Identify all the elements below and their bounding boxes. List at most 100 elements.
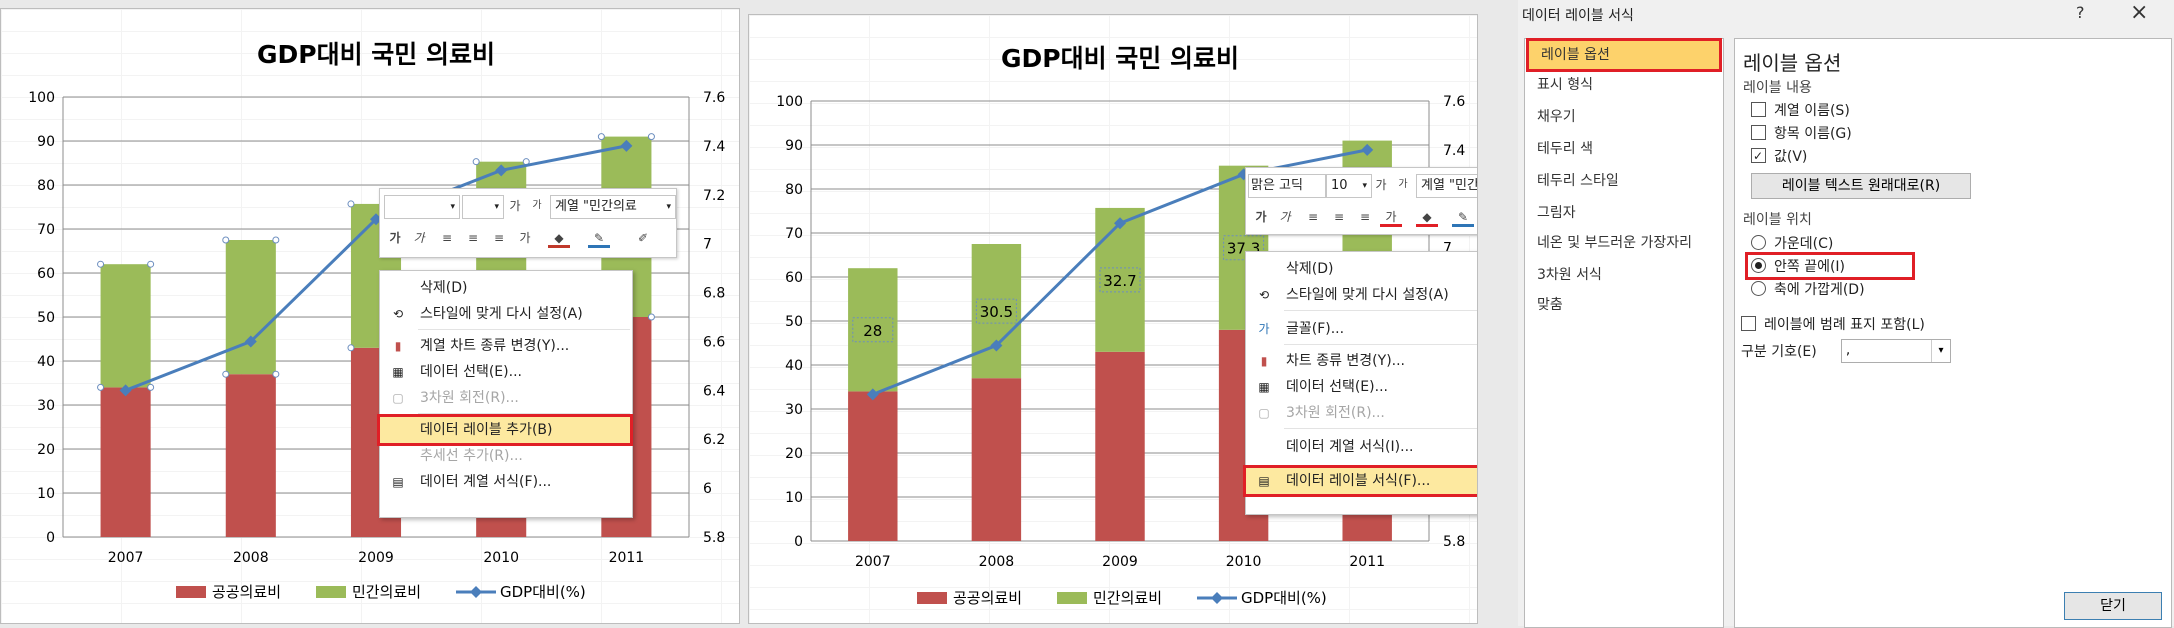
y2-tick-label: 7 (703, 237, 712, 253)
checkbox-category-name[interactable]: 항목 이름(G) (1751, 124, 1852, 144)
align-right-icon-2[interactable]: ≡ (1359, 210, 1371, 224)
nav-shadow[interactable]: 그림자 (1537, 205, 1576, 221)
menu2-format-data-labels[interactable]: ▤ 데이터 레이블 서식(F)... (1246, 468, 1477, 494)
y-tick-label: 20 (37, 442, 55, 458)
reset-style-icon-2: ⟲ (1258, 288, 1270, 302)
font-size-field-2[interactable]: 10 ▾ (1326, 174, 1372, 198)
menu-add-data-labels[interactable]: 데이터 레이블 추가(B) (380, 417, 632, 443)
gdp-marker (1114, 217, 1126, 230)
y-tick-label: 50 (37, 310, 55, 326)
mini-toolbar-2: 맑은 고딕 10▾ 가 가 계열 "민간의 가 가 ≡ ≡ ≡ 가 ◆ ✎ (1245, 167, 1477, 235)
align-center-icon-2[interactable]: ≡ (1333, 210, 1345, 224)
select-data-icon-2: ▦ (1258, 380, 1270, 394)
nav-label-options[interactable]: 레이블 옵션 (1529, 41, 1719, 69)
y-tick-label: 30 (37, 398, 55, 414)
nav-glow[interactable]: 네온 및 부드러운 가장자리 (1537, 235, 1693, 251)
close-button[interactable]: 닫기 (2064, 592, 2162, 620)
data-label: 32.7 (1103, 272, 1136, 290)
x-tick-label: 2010 (1226, 554, 1262, 570)
line-color-icon[interactable]: ✎ (588, 227, 610, 248)
data-label-box (1099, 267, 1141, 293)
checkbox-series-name[interactable]: 계열 이름(S) (1751, 101, 1850, 121)
bar-public-2007 (100, 387, 151, 537)
font-name-field[interactable]: ▾ (384, 195, 460, 219)
separator-select[interactable]: , ▾ (1841, 339, 1951, 363)
chart-type-icon-2: ▮ (1260, 354, 1268, 368)
shrink-font-icon-2[interactable]: 가 (1398, 179, 1408, 190)
menu-select-data[interactable]: ▦ 데이터 선택(E)... (380, 359, 632, 385)
legend-private-swatch (1057, 592, 1087, 604)
gdp-marker (620, 139, 633, 152)
menu2-font[interactable]: 가 글꼴(F)... (1246, 316, 1477, 342)
radio-center[interactable]: 가운데(C) (1751, 234, 1833, 254)
series-select[interactable]: 계열 "민간의료 ▾ (550, 195, 676, 219)
menu2-3d-rotation[interactable]: ▢ 3차원 회전(R)... (1246, 400, 1477, 426)
italic-icon[interactable]: 가 (413, 231, 425, 245)
bar-public-2007 (848, 391, 898, 541)
bold-icon[interactable]: 가 (389, 231, 401, 245)
nav-3d-format[interactable]: 3차원 서식 (1537, 267, 1602, 283)
align-left-icon-2[interactable]: ≡ (1307, 210, 1319, 224)
font-color-icon[interactable]: 가 (519, 231, 531, 245)
menu-change-chart-type[interactable]: ▮ 계열 차트 종류 변경(Y)... (380, 333, 632, 359)
bold-icon-2[interactable]: 가 (1255, 210, 1267, 224)
grow-font-icon[interactable]: 가 (509, 199, 521, 213)
nav-alignment[interactable]: 맞춤 (1537, 297, 1563, 313)
radio-inside-base[interactable]: 축에 가깝게(D) (1751, 280, 1865, 300)
menu-reset-style[interactable]: ⟲ 스타일에 맞게 다시 설정(A) (380, 301, 632, 327)
y-tick-label: 40 (785, 358, 803, 374)
font-size-field[interactable]: ▾ (462, 195, 504, 219)
selection-handle (97, 260, 105, 268)
selection-handle (347, 200, 355, 208)
bar-private-2009 (1095, 207, 1145, 352)
highlight-box-add-labels (377, 414, 633, 446)
bar-private-2008 (225, 240, 276, 375)
nav-border-style[interactable]: 테두리 스타일 (1537, 173, 1619, 189)
radio-inside-end[interactable]: 안쪽 끝에(I) (1751, 257, 1845, 277)
series-select-2[interactable]: 계열 "민간의 (1416, 174, 1477, 198)
reset-label-text-button[interactable]: 레이블 텍스트 원래대로(R) (1751, 173, 1971, 199)
fill-color-icon[interactable]: ◆ (548, 227, 570, 248)
y2-tick-label: 5.8 (703, 530, 725, 546)
legend-private-swatch (316, 586, 346, 598)
menu-format-series[interactable]: ▤ 데이터 계열 서식(F)... (380, 469, 632, 495)
shrink-font-icon[interactable]: 가 (532, 200, 542, 211)
bar-public-2008 (225, 374, 276, 537)
selection-handle (222, 236, 230, 244)
menu-add-trendline[interactable]: 추세선 추가(R)... (420, 448, 523, 464)
checkbox-legend-key[interactable]: 레이블에 범례 표지 포함(L) (1741, 315, 1925, 335)
menu2-delete[interactable]: 삭제(D) (1286, 261, 1334, 277)
nav-border-color[interactable]: 테두리 색 (1537, 141, 1593, 157)
menu2-reset-style[interactable]: ⟲ 스타일에 맞게 다시 설정(A) (1246, 282, 1477, 308)
y-tick-label: 60 (785, 270, 803, 286)
nav-fill[interactable]: 채우기 (1537, 109, 1576, 125)
checkbox-value[interactable]: ✓ 값(V) (1751, 148, 1808, 165)
gdp-marker (495, 164, 508, 177)
align-center-icon[interactable]: ≡ (467, 231, 479, 245)
options-panel: 레이블 옵션 레이블 내용 계열 이름(S) 항목 이름(G) ✓ 값(V) 레이… (1734, 38, 2172, 628)
selection-handle (472, 158, 480, 166)
bar-public-2008 (971, 378, 1022, 541)
align-left-icon[interactable]: ≡ (441, 231, 453, 245)
menu2-change-chart-type[interactable]: ▮ 차트 종류 변경(Y)... (1246, 348, 1477, 374)
help-icon[interactable]: ? (2076, 3, 2085, 22)
line-color-icon-2[interactable]: ✎ (1452, 206, 1474, 227)
y2-tick-label: 7.2 (703, 188, 725, 204)
italic-icon-2[interactable]: 가 (1279, 210, 1291, 224)
align-right-icon[interactable]: ≡ (493, 231, 505, 245)
font-color-icon-2[interactable]: 가 (1380, 206, 1402, 227)
menu-3d-rotation[interactable]: ▢ 3차원 회전(R)... (380, 385, 632, 411)
grow-font-icon-2[interactable]: 가 (1375, 178, 1387, 192)
menu-delete[interactable]: 삭제(D) (420, 280, 468, 296)
select-data-icon: ▦ (392, 365, 404, 379)
nav-number[interactable]: 표시 형식 (1537, 77, 1593, 93)
menu2-select-data[interactable]: ▦ 데이터 선택(E)... (1246, 374, 1477, 400)
fill-color-icon-2[interactable]: ◆ (1416, 206, 1438, 227)
chevron-down-icon: ▾ (1931, 340, 1950, 362)
bar-private-2007 (848, 268, 898, 392)
font-name-field-2[interactable]: 맑은 고딕 (1248, 174, 1326, 198)
close-icon[interactable]: × (2130, 0, 2149, 25)
x-tick-label: 2008 (979, 554, 1015, 570)
menu2-format-series[interactable]: 데이터 계열 서식(I)... (1286, 439, 1414, 455)
format-painter-icon[interactable]: ✐ (637, 231, 649, 245)
